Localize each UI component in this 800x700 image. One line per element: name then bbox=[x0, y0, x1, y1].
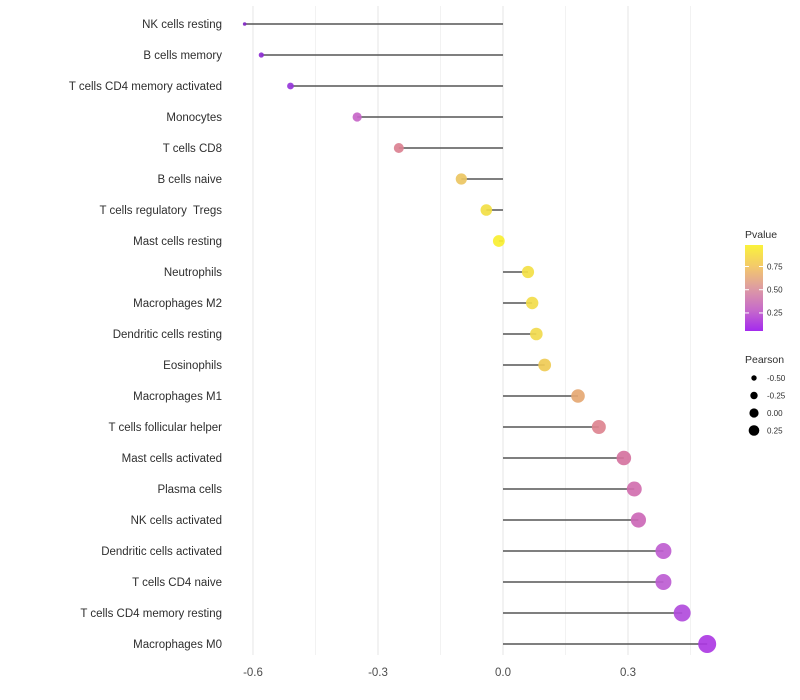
y-axis-label: Mast cells resting bbox=[133, 236, 222, 248]
y-axis-label: Neutrophils bbox=[164, 267, 222, 279]
y-axis-label: Macrophages M2 bbox=[133, 298, 222, 310]
pearson-size-label: -0.25 bbox=[767, 391, 786, 400]
x-axis-tick-label: -0.6 bbox=[243, 667, 263, 679]
pearson-legend-title: Pearson bbox=[745, 354, 784, 366]
lollipop-dot bbox=[521, 265, 535, 279]
y-axis-label: Monocytes bbox=[166, 112, 222, 124]
pvalue-tick-label: 0.50 bbox=[767, 286, 783, 295]
lollipop-dot bbox=[655, 543, 672, 559]
lollipop-dot bbox=[630, 512, 647, 528]
lollipop-dot bbox=[455, 173, 467, 185]
pvalue-tick-label: 0.25 bbox=[767, 309, 783, 318]
pearson-size-label: -0.50 bbox=[767, 374, 786, 383]
y-axis-label: T cells CD4 memory resting bbox=[80, 608, 222, 620]
x-axis-tick-label: 0.0 bbox=[495, 667, 511, 679]
lollipop-dot bbox=[393, 143, 404, 153]
x-axis-tick-label: -0.3 bbox=[368, 667, 388, 679]
lollipop-dot bbox=[571, 389, 585, 403]
y-axis-label: Mast cells activated bbox=[122, 453, 222, 465]
y-axis-label: Dendritic cells activated bbox=[101, 546, 222, 558]
lollipop-dot bbox=[673, 604, 691, 622]
y-axis-label: T cells regulatory Tregs bbox=[99, 205, 222, 217]
y-axis-label: Eosinophils bbox=[163, 360, 222, 372]
lollipop-dot bbox=[698, 635, 717, 653]
pvalue-legend-title: Pvalue bbox=[745, 229, 777, 241]
lollipop-dot bbox=[492, 235, 505, 247]
pearson-size-label: 0.25 bbox=[767, 426, 783, 435]
y-axis-label: B cells memory bbox=[143, 50, 222, 62]
y-axis-label: Plasma cells bbox=[157, 484, 222, 496]
pearson-size-dot bbox=[749, 408, 759, 418]
lollipop-dot bbox=[626, 481, 642, 497]
y-axis-label: Dendritic cells resting bbox=[113, 329, 222, 341]
pvalue-colorbar bbox=[745, 245, 763, 331]
y-axis-label: NK cells resting bbox=[142, 19, 222, 31]
lollipop-dot bbox=[258, 52, 264, 58]
y-axis-label: B cells naive bbox=[157, 174, 222, 186]
lollipop-dot bbox=[530, 327, 543, 341]
lollipop-dot bbox=[591, 420, 606, 434]
y-axis-label: T cells follicular helper bbox=[108, 422, 222, 434]
y-axis-label: Macrophages M0 bbox=[133, 639, 222, 651]
pvalue-tick-label: 0.75 bbox=[767, 262, 783, 271]
pearson-size-dot bbox=[751, 375, 757, 381]
y-axis-label: Macrophages M1 bbox=[133, 391, 222, 403]
y-axis-label: T cells CD8 bbox=[163, 143, 222, 155]
pearson-size-label: 0.00 bbox=[767, 409, 783, 418]
lollipop-dot bbox=[538, 358, 552, 372]
y-axis-label: NK cells activated bbox=[131, 515, 222, 527]
lollipop-dot bbox=[287, 82, 294, 90]
pearson-size-dot bbox=[748, 425, 760, 436]
y-axis-label: T cells CD4 memory activated bbox=[69, 81, 222, 93]
x-axis-tick-label: 0.3 bbox=[620, 667, 636, 679]
lollipop-dot bbox=[616, 450, 632, 466]
pearson-size-dot bbox=[750, 391, 758, 400]
lollipop-dot bbox=[655, 574, 672, 590]
y-axis-label: T cells CD4 naive bbox=[132, 577, 222, 589]
lollipop-dot bbox=[480, 204, 493, 216]
lollipop-dot bbox=[352, 112, 362, 122]
lollipop-dot bbox=[525, 296, 539, 310]
lollipop-dot bbox=[242, 22, 247, 26]
